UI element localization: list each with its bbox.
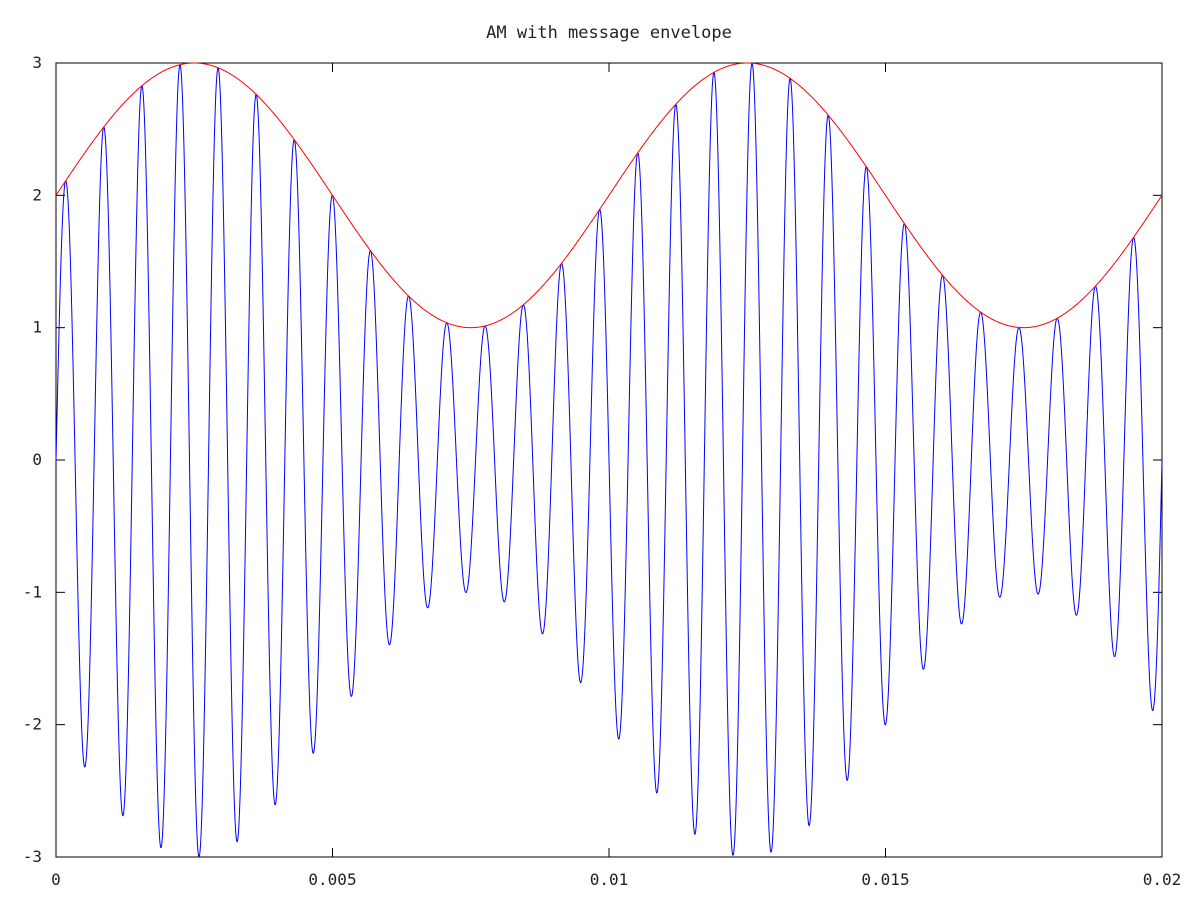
y-tick-label: 2 <box>32 185 42 204</box>
y-tick-label: -2 <box>23 715 42 734</box>
y-tick-label: 3 <box>32 53 42 72</box>
chart-title: AM with message envelope <box>486 23 732 43</box>
axis-ticks: 0 0.005 0.01 0.015 0.02 -3 -2 -1 0 1 2 3 <box>23 53 1182 889</box>
x-tick-label: 0.02 <box>1143 870 1182 889</box>
x-tick-label: 0.01 <box>590 870 629 889</box>
y-tick-label: -3 <box>23 847 42 866</box>
y-tick-label: 0 <box>32 450 42 469</box>
x-tick-label: 0.015 <box>861 870 909 889</box>
series-am-signal <box>55 62 1163 858</box>
y-tick-label: -1 <box>23 582 42 601</box>
y-tick-label: 1 <box>32 318 42 337</box>
x-tick-label: 0.005 <box>308 870 356 889</box>
series-envelope <box>55 62 1163 329</box>
x-tick-label: 0 <box>51 870 61 889</box>
